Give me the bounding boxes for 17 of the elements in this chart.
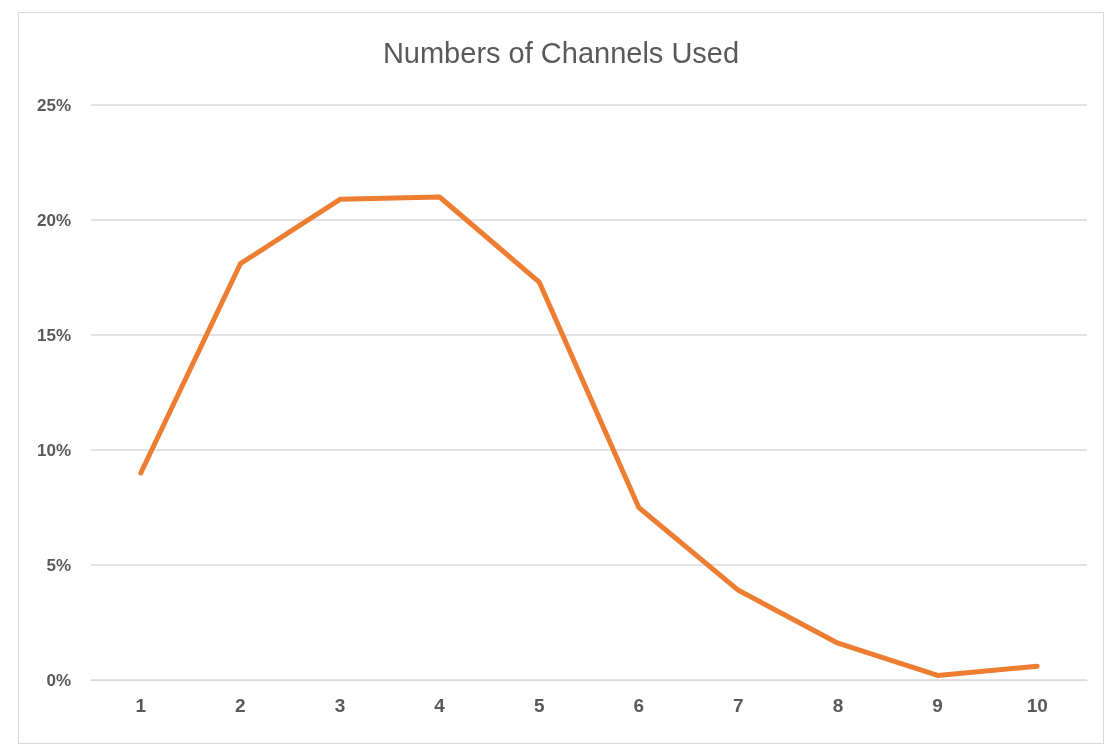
y-tick-label: 10% bbox=[36, 440, 71, 460]
y-tick-label: 20% bbox=[36, 210, 71, 230]
y-tick-label: 25% bbox=[36, 95, 71, 115]
x-tick-label: 9 bbox=[932, 695, 943, 716]
x-tick-label: 8 bbox=[832, 695, 844, 716]
y-tick-label: 0% bbox=[46, 670, 71, 690]
chart-title: Numbers of Channels Used bbox=[382, 36, 740, 69]
x-tick-label: 4 bbox=[434, 695, 446, 716]
x-tick-label: 2 bbox=[235, 695, 246, 716]
x-tick-label: 3 bbox=[334, 695, 346, 716]
x-tick-label: 6 bbox=[633, 695, 645, 716]
x-tick-label: 1 bbox=[135, 695, 147, 716]
x-tick-label: 10 bbox=[1026, 695, 1048, 716]
y-tick-label: 5% bbox=[46, 555, 71, 575]
x-tick-label: 5 bbox=[533, 695, 545, 716]
y-tick-label: 15% bbox=[36, 325, 71, 345]
x-tick-label: 7 bbox=[733, 695, 744, 716]
